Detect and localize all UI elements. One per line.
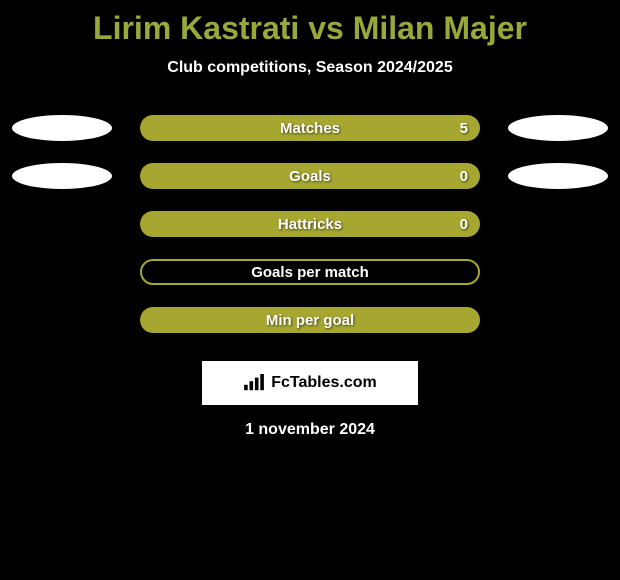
stat-bar: Goals 0 <box>140 163 480 189</box>
stat-label: Hattricks <box>278 216 342 233</box>
stat-value: 5 <box>460 120 468 137</box>
comparison-row: Matches 5 <box>0 115 620 141</box>
stat-bar: Matches 5 <box>140 115 480 141</box>
left-ellipse-placeholder <box>12 307 112 333</box>
stat-label: Matches <box>280 120 340 137</box>
credit-text: FcTables.com <box>271 374 377 392</box>
right-ellipse-placeholder <box>508 307 608 333</box>
bar-chart-icon <box>243 374 265 392</box>
page-title: Lirim Kastrati vs Milan Majer <box>0 0 620 47</box>
comparison-row: Goals per match <box>0 259 620 285</box>
date-label: 1 november 2024 <box>0 421 620 439</box>
right-ellipse-placeholder <box>508 211 608 237</box>
stat-bar: Min per goal <box>140 307 480 333</box>
stat-bar: Hattricks 0 <box>140 211 480 237</box>
subtitle: Club competitions, Season 2024/2025 <box>0 59 620 77</box>
stat-label: Goals <box>289 168 331 185</box>
stat-bar: Goals per match <box>140 259 480 285</box>
right-ellipse-placeholder <box>508 259 608 285</box>
stat-value: 0 <box>460 216 468 233</box>
credit-box: FcTables.com <box>202 361 418 405</box>
comparison-row: Goals 0 <box>0 163 620 189</box>
stat-label: Goals per match <box>251 264 369 281</box>
stat-value: 0 <box>460 168 468 185</box>
right-ellipse <box>508 163 608 189</box>
left-ellipse <box>12 163 112 189</box>
left-ellipse-placeholder <box>12 259 112 285</box>
right-ellipse <box>508 115 608 141</box>
stat-label: Min per goal <box>266 312 354 329</box>
comparison-rows: Matches 5 Goals 0 Hattricks 0 Goals per match M… <box>0 115 620 333</box>
comparison-row: Min per goal <box>0 307 620 333</box>
comparison-row: Hattricks 0 <box>0 211 620 237</box>
left-ellipse-placeholder <box>12 211 112 237</box>
left-ellipse <box>12 115 112 141</box>
